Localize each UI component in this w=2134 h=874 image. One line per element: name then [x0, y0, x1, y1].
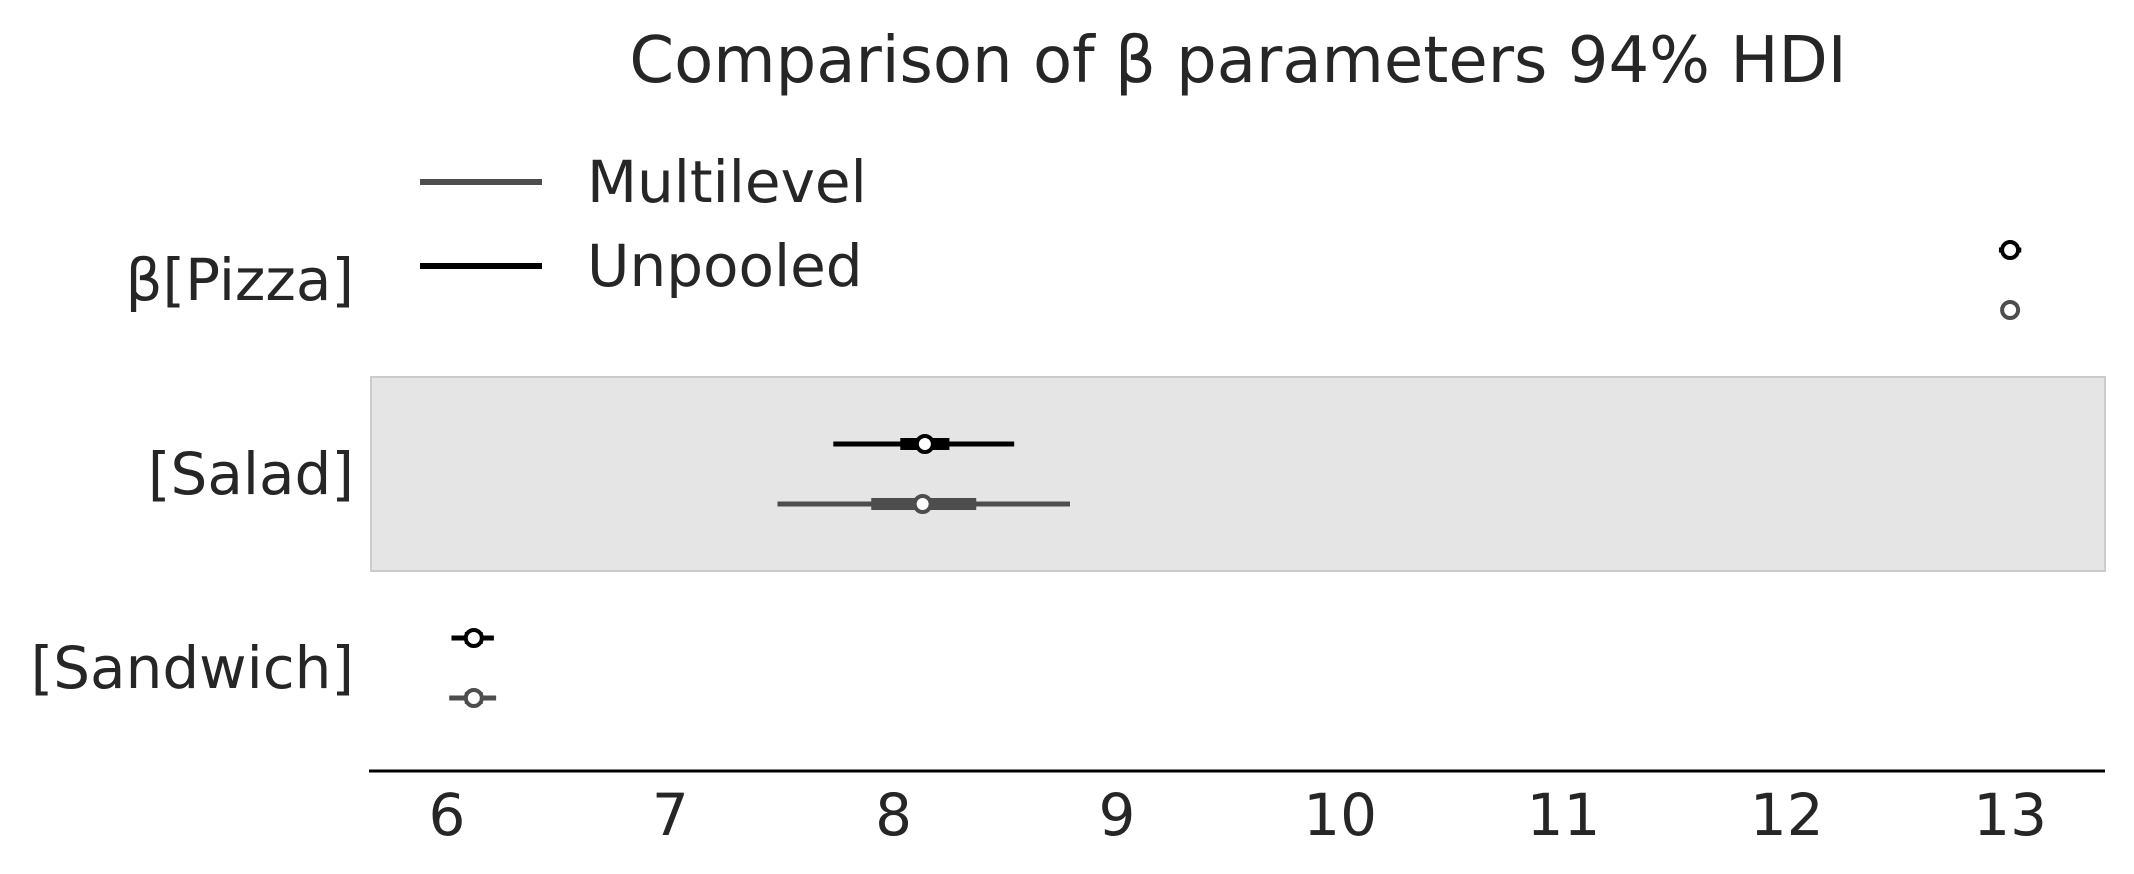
x-axis-ticks: 6 7 8 9 10 11 12 13	[429, 781, 2047, 849]
category-labels: β[Pizza] [Salad] [Sandwich]	[31, 246, 354, 702]
x-tick-label: 8	[875, 781, 912, 849]
mean-point	[914, 434, 935, 454]
x-tick-label: 12	[1750, 781, 1824, 849]
legend: Multilevel Unpooled	[420, 148, 867, 300]
x-tick-label: 7	[652, 781, 689, 849]
mean-point	[463, 628, 484, 648]
x-tick-label: 9	[1098, 781, 1135, 849]
mean-point	[2000, 240, 2021, 260]
mean-point	[463, 688, 484, 708]
x-tick-label: 6	[429, 781, 466, 849]
forest-mark	[2000, 300, 2021, 320]
x-tick-label: 13	[1973, 781, 2047, 849]
legend-label: Unpooled	[587, 232, 863, 300]
x-tick-label: 10	[1303, 781, 1377, 849]
mean-point	[912, 494, 933, 514]
category-label: [Sandwich]	[31, 634, 354, 702]
forest-mark	[1998, 240, 2022, 260]
mean-point	[2000, 300, 2021, 320]
highlight-band	[370, 376, 2106, 572]
category-label: [Salad]	[148, 440, 354, 508]
chart-title: Comparison of β parameters 94% HDI	[629, 24, 1846, 98]
forest-mark	[777, 494, 1071, 514]
x-tick-label: 11	[1527, 781, 1601, 849]
category-label: β[Pizza]	[125, 246, 354, 314]
forest-mark	[451, 628, 494, 648]
forest-mark	[833, 434, 1015, 454]
forest-mark	[449, 688, 497, 708]
legend-label: Multilevel	[587, 148, 867, 216]
plot-area	[449, 240, 2022, 708]
